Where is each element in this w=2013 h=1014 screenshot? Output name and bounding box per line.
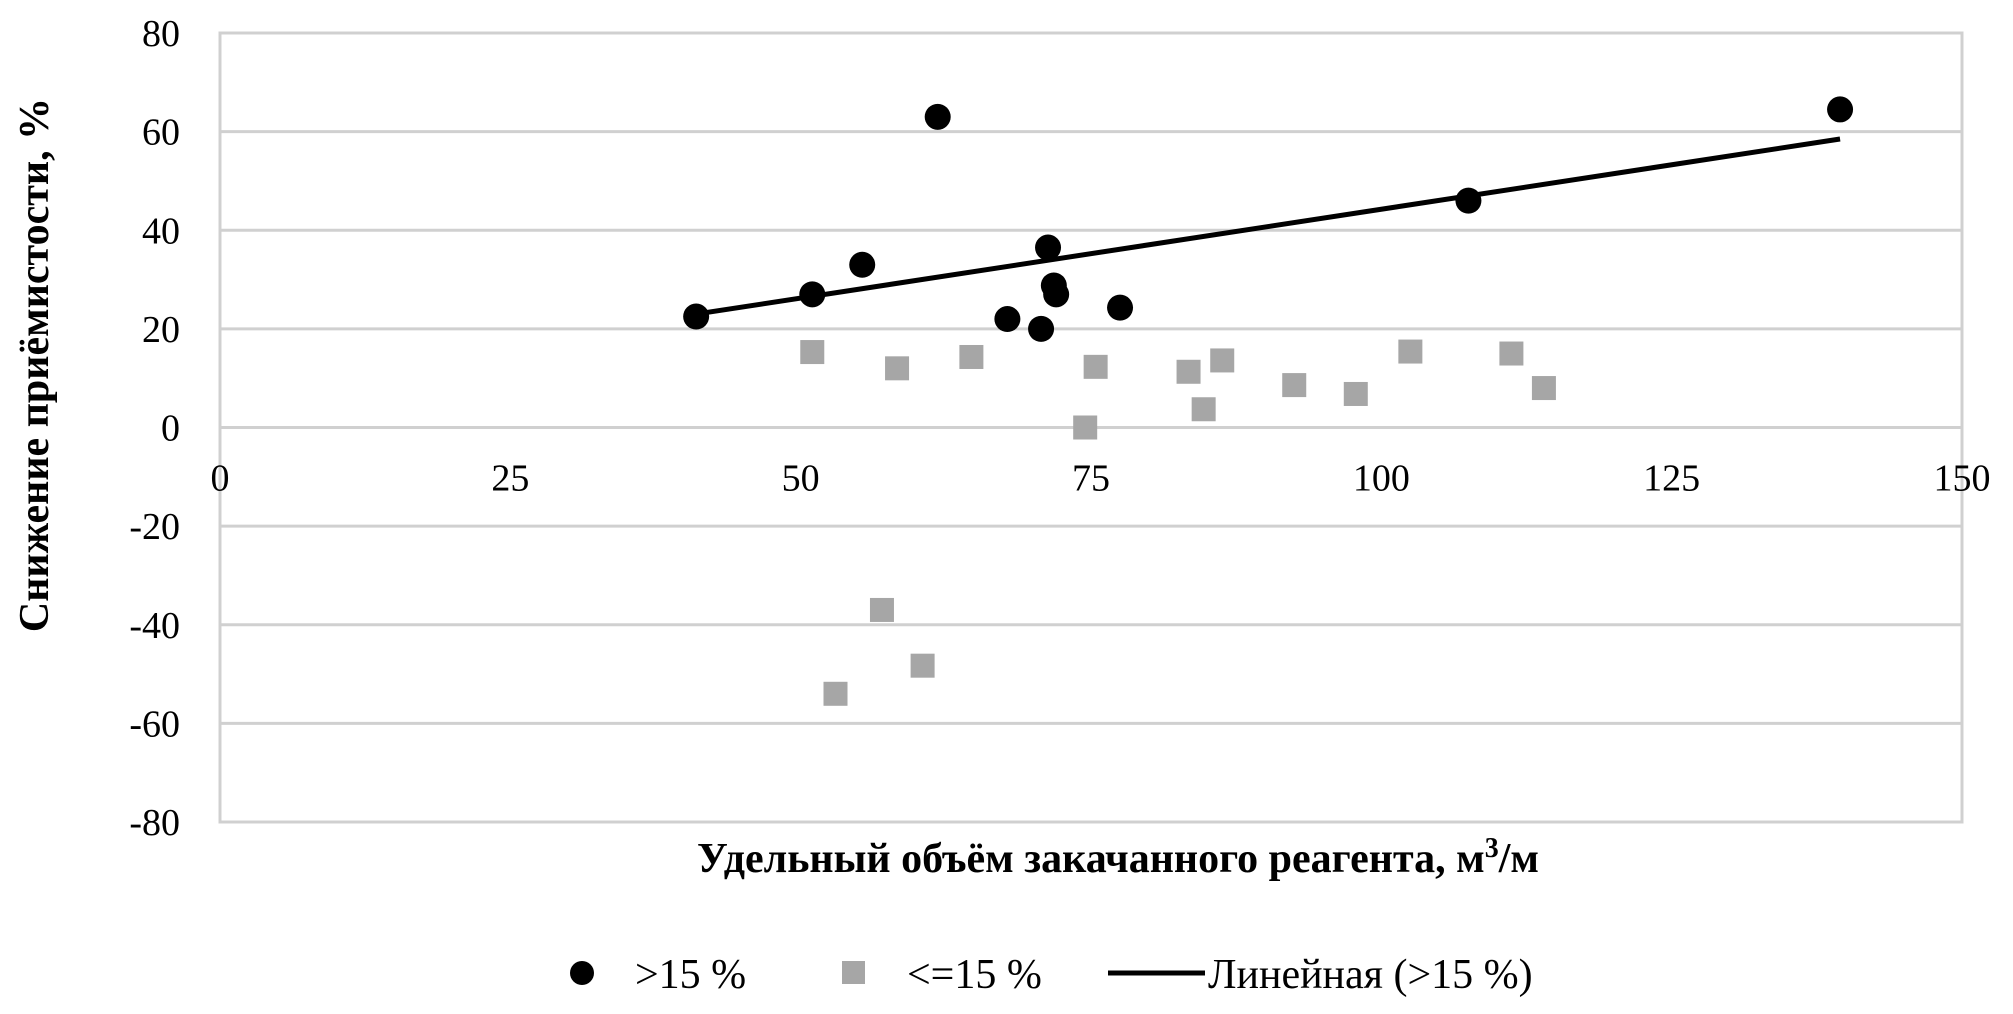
- trendline: [695, 136, 1841, 317]
- x-tick-label: 75: [1072, 458, 1110, 500]
- legend: >15 % <=15 % Линейная (>15 %): [570, 952, 1533, 998]
- data-point-series-1: [683, 303, 710, 330]
- x-tick-labels: 0 25 50 75 100 125 150: [211, 458, 1991, 500]
- data-point-series-1: [1107, 294, 1134, 321]
- x-axis-title-main: Удельный объём закачанного реагента, м: [697, 836, 1485, 882]
- trendline-layer: [695, 136, 1841, 317]
- x-axis-title-superscript: 3: [1485, 833, 1499, 864]
- data-point-series-2: [1191, 397, 1216, 422]
- plot-area-border: [218, 31, 1964, 824]
- legend-label-series-1: >15 %: [635, 952, 746, 998]
- x-axis-title-suffix: /м: [1498, 836, 1539, 882]
- data-point-series-2: [1210, 348, 1235, 373]
- x-tick-label: 125: [1643, 458, 1700, 500]
- legend-label-trendline: Линейная (>15 %): [1208, 952, 1533, 998]
- data-point-series-2: [1343, 381, 1368, 406]
- data-point-series-1: [994, 306, 1021, 333]
- data-point-series-1: [1455, 187, 1482, 214]
- data-point-series-2: [1073, 415, 1098, 440]
- data-point-series-1: [1035, 234, 1062, 261]
- y-tick-label: 60: [142, 112, 180, 154]
- data-point-series-2: [1531, 376, 1556, 401]
- data-point-series-2: [1398, 339, 1423, 364]
- data-point-series-2: [1083, 354, 1108, 379]
- data-points: [683, 96, 1854, 706]
- data-point-series-1: [1043, 281, 1070, 308]
- data-point-series-2: [1499, 341, 1524, 366]
- data-point-series-2: [1176, 359, 1201, 384]
- y-tick-label: -60: [129, 703, 180, 745]
- data-point-series-2: [959, 344, 984, 369]
- data-point-series-1: [849, 251, 876, 278]
- data-point-series-2: [800, 340, 825, 365]
- y-tick-label: -20: [129, 506, 180, 548]
- x-tick-label: 0: [211, 458, 230, 500]
- data-point-series-2: [1282, 373, 1307, 398]
- y-tick-labels: 80 60 40 20 0 -20 -40 -60 -80: [129, 13, 180, 844]
- data-point-series-1: [924, 103, 951, 130]
- x-tick-label: 100: [1353, 458, 1410, 500]
- data-point-series-1: [1827, 96, 1854, 123]
- y-axis-title: Снижение приёмистости, %: [12, 98, 58, 632]
- y-tick-label: -40: [129, 605, 180, 647]
- legend-label-series-2: <=15 %: [907, 952, 1042, 998]
- data-point-series-2: [910, 653, 935, 678]
- data-point-series-1: [799, 281, 826, 308]
- y-tick-label: 40: [142, 210, 180, 252]
- x-tick-label: 25: [491, 458, 529, 500]
- x-tick-label: 150: [1934, 458, 1991, 500]
- data-point-series-2: [869, 597, 894, 622]
- data-point-series-2: [823, 681, 848, 706]
- data-point-series-1: [1028, 315, 1055, 342]
- legend-marker-square: [842, 961, 865, 984]
- y-tick-label: 20: [142, 309, 180, 351]
- legend-marker-circle: [570, 961, 594, 985]
- y-tick-label: -80: [129, 802, 180, 844]
- y-tick-label: 80: [142, 13, 180, 55]
- y-tick-label: 0: [161, 408, 180, 450]
- data-point-series-2: [885, 356, 910, 381]
- x-tick-label: 50: [782, 458, 820, 500]
- x-axis-title: Удельный объём закачанного реагента, м3/…: [697, 833, 1539, 882]
